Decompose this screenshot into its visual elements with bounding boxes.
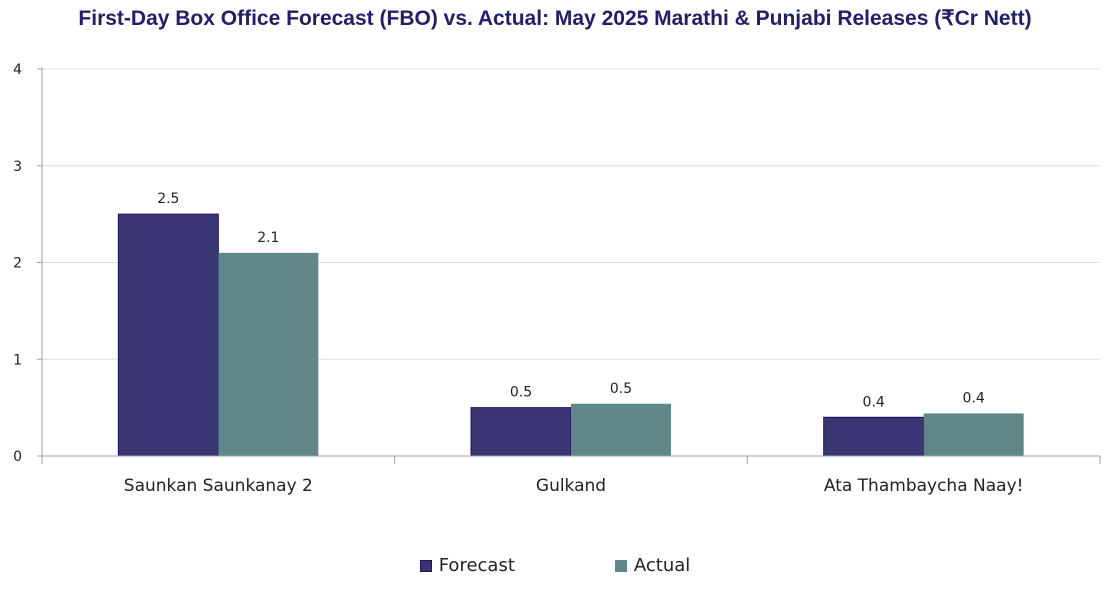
legend-label-actual: Actual (633, 555, 691, 576)
data-label-actual-0: 2.1 (257, 230, 279, 246)
bar-forecast-2[interactable] (823, 416, 925, 457)
bar-actual-0[interactable] (218, 252, 319, 456)
y-tick-label: 1 (13, 352, 22, 368)
bar-forecast-0[interactable] (117, 213, 219, 457)
data-label-forecast-0: 2.5 (157, 191, 179, 207)
category-label: Saunkan Saunkanay 2 (124, 476, 313, 496)
y-tick-label: 0 (13, 449, 22, 465)
legend-label-forecast: Forecast (438, 555, 515, 576)
legend-item-forecast[interactable]: Forecast (419, 555, 515, 576)
legend-swatch-forecast (419, 559, 432, 572)
legend-item-actual[interactable]: Actual (614, 555, 691, 576)
legend-swatch-actual (614, 559, 627, 572)
data-label-forecast-2: 0.4 (863, 394, 885, 410)
bar-forecast-1[interactable] (470, 407, 572, 457)
chart-title: First-Day Box Office Forecast (FBO) vs. … (78, 7, 1032, 30)
category-label: Ata Thambaycha Naay! (824, 476, 1024, 496)
category-labels: Saunkan Saunkanay 2 Gulkand Ata Thambaycha… (124, 476, 1024, 496)
y-tick-label: 4 (13, 62, 22, 78)
y-tick-label: 3 (13, 159, 22, 175)
x-axis (41, 455, 1101, 464)
y-axis-ticks: 0 1 2 3 4 (13, 62, 43, 465)
legend: Forecast Actual (0, 555, 1110, 576)
data-label-forecast-1: 0.5 (510, 385, 532, 401)
data-label-actual-1: 0.5 (610, 381, 632, 397)
category-label: Gulkand (536, 476, 606, 496)
bar-actual-2[interactable] (923, 413, 1024, 456)
bar-actual-1[interactable] (571, 403, 671, 456)
data-label-actual-2: 0.4 (963, 390, 985, 406)
bars (117, 213, 1024, 457)
data-labels: 2.5 0.5 0.4 2.1 0.5 0.4 (157, 191, 985, 410)
y-tick-label: 2 (13, 256, 22, 272)
